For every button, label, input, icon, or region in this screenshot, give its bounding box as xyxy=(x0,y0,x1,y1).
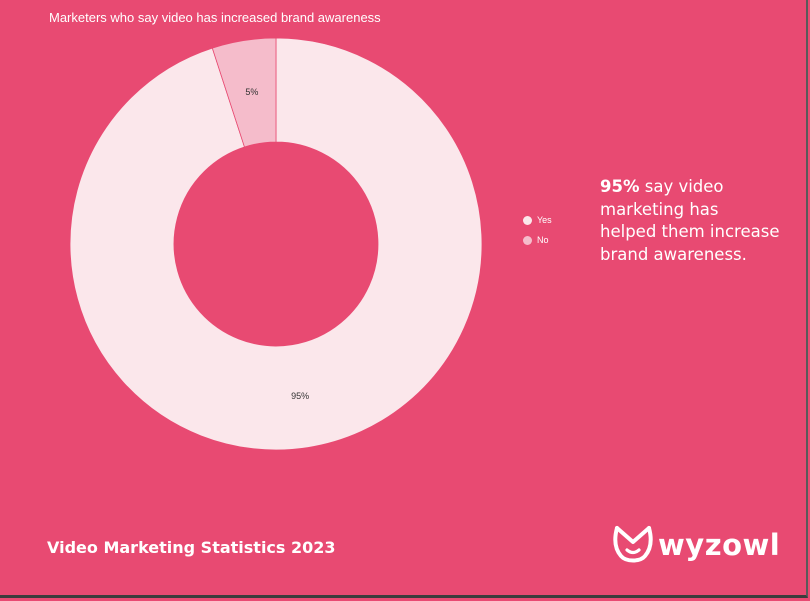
slice-no[interactable] xyxy=(211,37,277,148)
legend-label-no: No xyxy=(537,235,549,245)
slice-yes[interactable] xyxy=(69,37,483,451)
legend-marker-yes xyxy=(523,215,532,225)
owl-logo-icon xyxy=(613,526,653,563)
stat-text: say video marketing has helped them incr… xyxy=(600,177,780,264)
slice-label-yes: 95% xyxy=(291,391,309,401)
legend-marker-no xyxy=(523,235,532,245)
slice-label-no: 5% xyxy=(245,87,258,97)
footer-title: Video Marketing Statistics 2023 xyxy=(47,538,336,557)
stat-highlight: 95% xyxy=(600,177,640,196)
brand-logo: wyzowl xyxy=(612,525,780,565)
chart-legend: Yes No xyxy=(523,214,552,254)
legend-item-yes[interactable]: Yes xyxy=(523,214,552,226)
legend-item-no[interactable]: No xyxy=(523,234,552,246)
brand-name: wyzowl xyxy=(658,528,781,562)
stat-callout: 95% say video marketing has helped them … xyxy=(600,176,780,266)
legend-label-yes: Yes xyxy=(537,215,552,225)
chart-title: Marketers who say video has increased br… xyxy=(49,10,381,25)
